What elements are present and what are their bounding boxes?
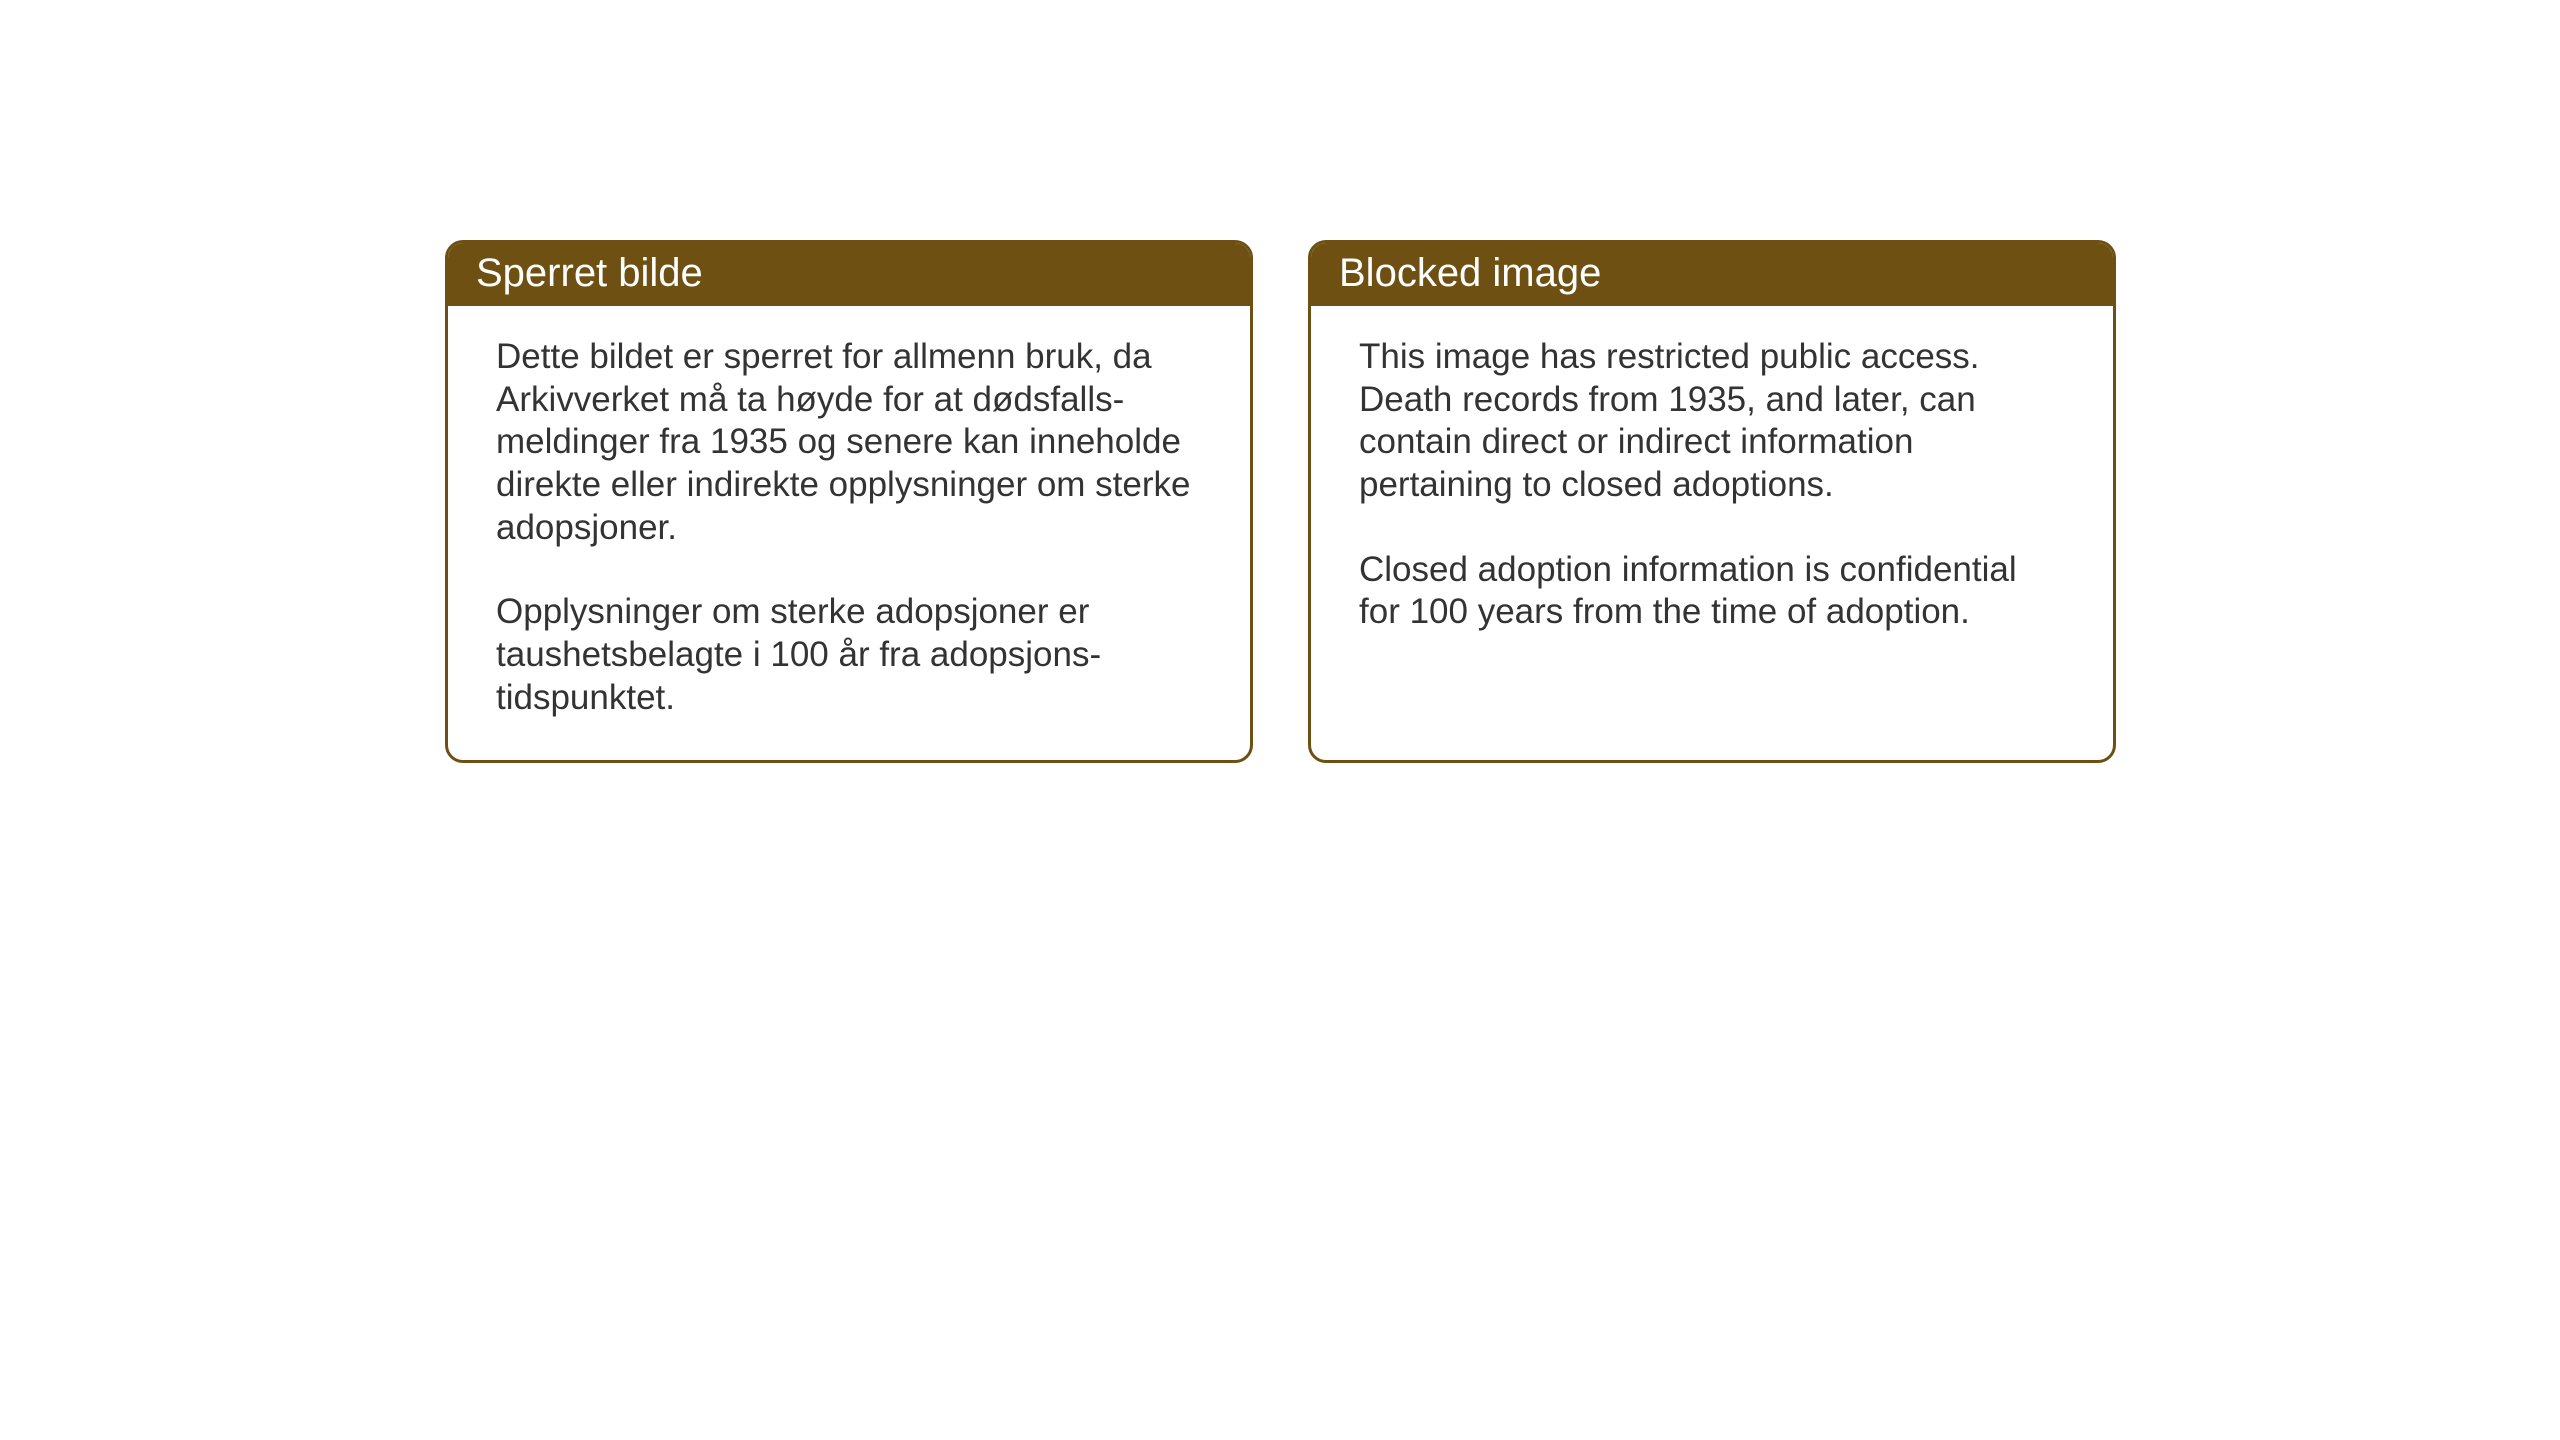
notice-header-english: Blocked image: [1311, 243, 2113, 306]
notice-card-norwegian: Sperret bilde Dette bildet er sperret fo…: [445, 240, 1253, 763]
notice-title-norwegian: Sperret bilde: [476, 251, 703, 295]
notice-container: Sperret bilde Dette bildet er sperret fo…: [445, 240, 2116, 763]
notice-paragraph-2-english: Closed adoption information is confident…: [1359, 549, 2065, 634]
notice-paragraph-2-norwegian: Opplysninger om sterke adopsjoner er tau…: [496, 591, 1202, 719]
notice-paragraph-1-english: This image has restricted public access.…: [1359, 336, 2065, 507]
notice-body-norwegian: Dette bildet er sperret for allmenn bruk…: [448, 306, 1250, 760]
notice-body-english: This image has restricted public access.…: [1311, 306, 2113, 674]
notice-title-english: Blocked image: [1339, 251, 1601, 295]
notice-paragraph-1-norwegian: Dette bildet er sperret for allmenn bruk…: [496, 336, 1202, 549]
notice-card-english: Blocked image This image has restricted …: [1308, 240, 2116, 763]
notice-header-norwegian: Sperret bilde: [448, 243, 1250, 306]
